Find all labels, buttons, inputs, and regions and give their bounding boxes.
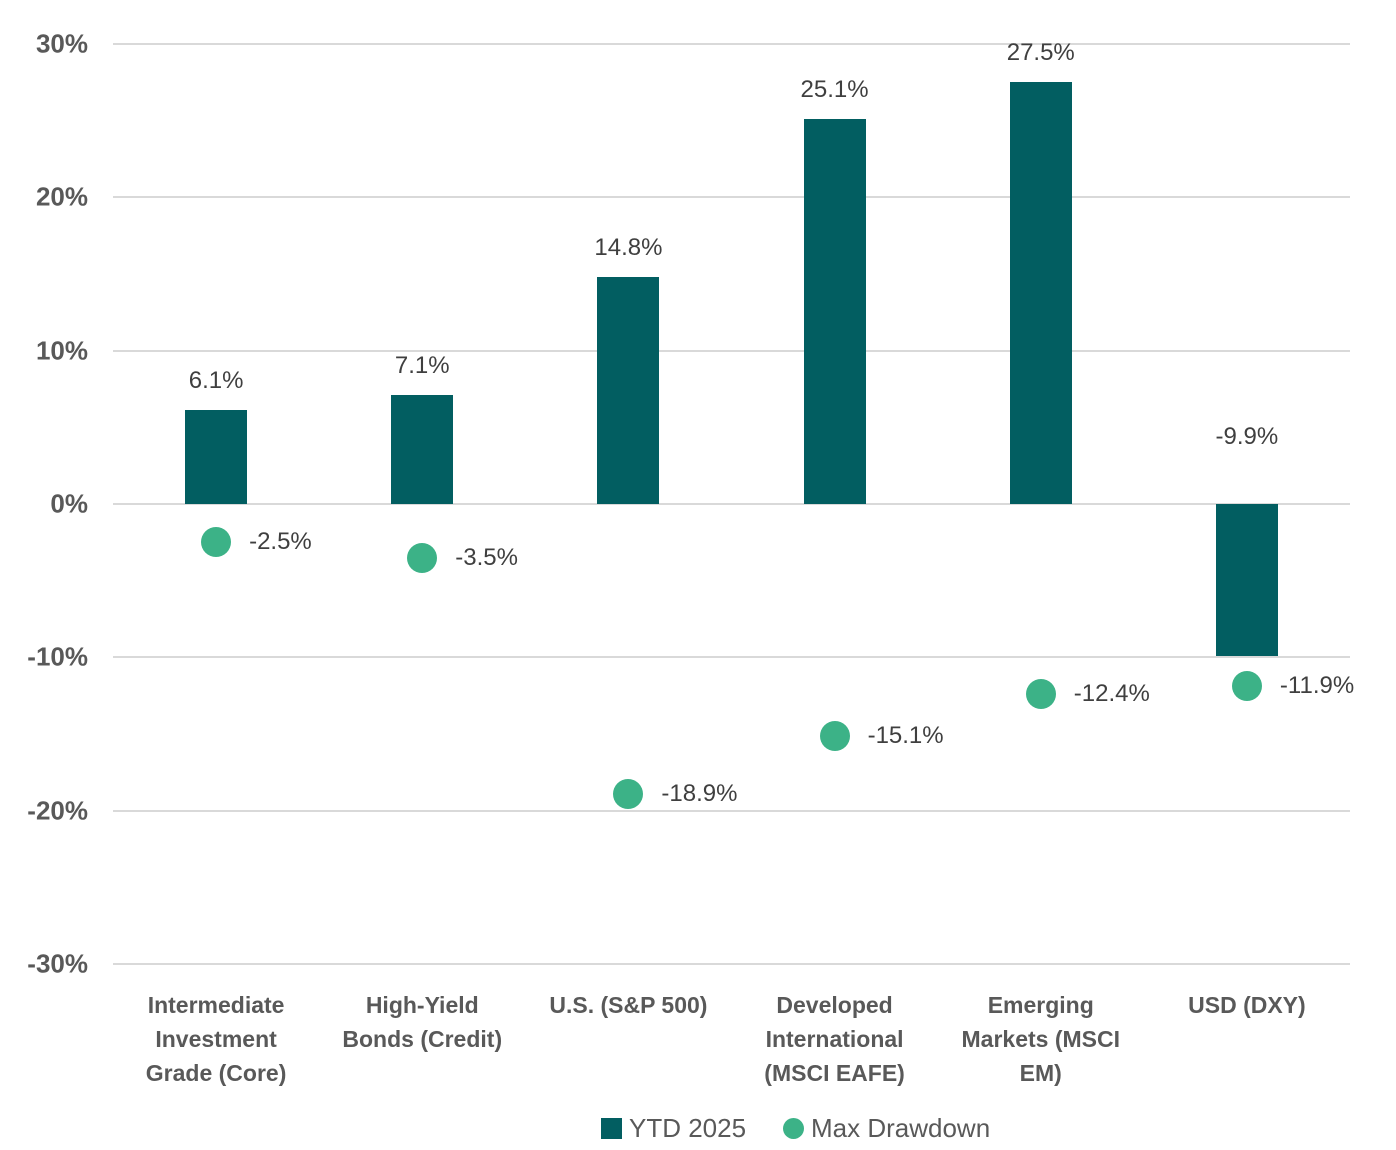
category-label-line: USD (DXY): [1188, 992, 1306, 1018]
gridline: [113, 349, 1350, 352]
max-drawdown-dot: [1025, 679, 1056, 710]
category-label-line: Developed: [776, 992, 893, 1018]
legend-item-ytd-2025: YTD 2025: [601, 1113, 746, 1144]
gridline: [113, 809, 1350, 812]
gridline: [113, 656, 1350, 659]
dot-value-label: -11.9%: [1279, 672, 1355, 700]
bar-value-label: 27.5%: [1006, 39, 1075, 67]
bar-value-label: -9.9%: [1215, 423, 1279, 450]
category-label-line: Bonds (Credit): [342, 1026, 503, 1052]
ytd-2025-bar: [1215, 504, 1278, 656]
max-drawdown-dot: [1231, 671, 1262, 702]
max-drawdown-dot: [201, 527, 232, 558]
category-label-line: Investment: [155, 1026, 277, 1052]
y-axis-tick-label: -30%: [27, 948, 88, 979]
gridline: [113, 963, 1350, 965]
y-axis-tick-label: 20%: [35, 181, 88, 212]
category-label-line: Markets (MSCI: [961, 1026, 1120, 1052]
y-axis-tick-label: 0%: [50, 488, 88, 519]
category-label: USD (DXY): [1142, 988, 1352, 1022]
category-label-line: Intermediate: [147, 992, 285, 1018]
bar-value-label: 7.1%: [394, 352, 450, 380]
legend-item-max-drawdown: Max Drawdown: [783, 1113, 990, 1144]
gridline: [113, 43, 1350, 45]
category-label-line: Emerging: [987, 992, 1094, 1018]
ytd-2025-bar: [803, 119, 866, 504]
legend-square-icon: [601, 1118, 622, 1139]
max-drawdown-dot: [613, 778, 644, 809]
legend-circle-icon: [783, 1118, 804, 1139]
ytd-2025-bar: [391, 395, 454, 504]
dot-value-label: -12.4%: [1073, 680, 1150, 708]
dot-value-label: -3.5%: [455, 543, 518, 571]
category-label: U.S. (S&P 500): [523, 988, 733, 1022]
category-label-line: Grade (Core): [145, 1060, 287, 1086]
y-axis-tick-label: 10%: [35, 335, 88, 366]
category-label-line: International: [765, 1026, 904, 1052]
bar-value-label: 6.1%: [188, 367, 244, 395]
category-label: Intermediate Investment Grade (Core): [111, 988, 321, 1090]
category-label: Emerging Markets (MSCI EM): [936, 988, 1146, 1090]
y-axis-tick-label: 30%: [35, 28, 88, 59]
dot-value-label: -18.9%: [661, 779, 738, 807]
gridline: [113, 196, 1350, 199]
category-label-line: U.S. (S&P 500): [549, 992, 708, 1018]
max-drawdown-dot: [407, 542, 438, 573]
ytd-2025-bar: [597, 277, 660, 504]
category-label: High-Yield Bonds (Credit): [317, 988, 527, 1056]
bar-value-label: 14.8%: [594, 234, 663, 262]
category-label: Developed International (MSCI EAFE): [730, 988, 940, 1090]
ytd-2025-bar: [1009, 82, 1072, 504]
category-label-line: (MSCI EAFE): [764, 1060, 905, 1086]
category-label-line: EM): [1019, 1060, 1062, 1086]
gridline: [113, 503, 1350, 505]
ytd-2025-bar: [185, 410, 248, 504]
bar-value-label: 25.1%: [800, 76, 869, 104]
dot-value-label: -15.1%: [867, 721, 944, 749]
max-drawdown-dot: [819, 720, 850, 751]
legend-label: YTD 2025: [629, 1113, 747, 1143]
y-axis-tick-label: -10%: [27, 641, 88, 672]
dot-value-label: -2.5%: [249, 528, 312, 556]
category-label-line: High-Yield: [365, 992, 479, 1018]
legend-label: Max Drawdown: [811, 1113, 991, 1143]
y-axis-tick-label: -20%: [27, 795, 88, 826]
